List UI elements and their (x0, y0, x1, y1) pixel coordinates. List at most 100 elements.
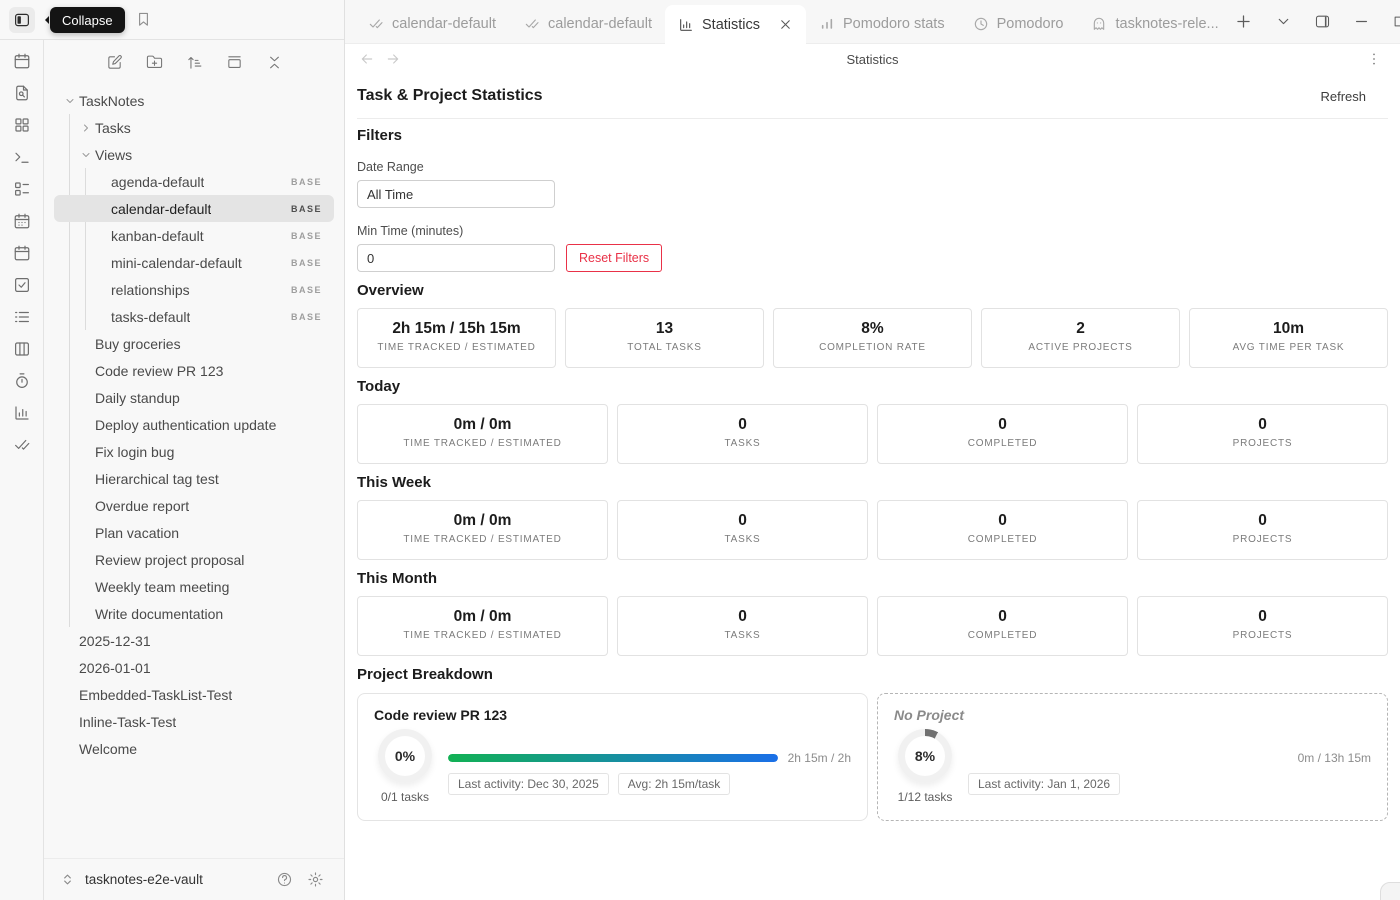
stat-label: TIME TRACKED / ESTIMATED (403, 534, 562, 545)
ribbon-terminal-button[interactable] (0, 141, 44, 173)
ribbon-check-square-button[interactable] (0, 269, 44, 301)
folder-item[interactable]: Tasks (54, 114, 334, 141)
file-item[interactable]: Hierarchical tag test (54, 465, 334, 492)
section-heading: This Month (357, 570, 437, 587)
sort-asc-icon (186, 54, 203, 71)
vault-switcher[interactable]: tasknotes-e2e-vault (44, 858, 344, 900)
more-options-button[interactable] (1366, 51, 1382, 67)
check-square-icon (13, 276, 31, 294)
stat-card: 0 COMPLETED (877, 404, 1128, 464)
stat-card: 10m AVG TIME PER TASK (1189, 308, 1388, 368)
file-item[interactable]: Review project proposal (54, 546, 334, 573)
collapse-tooltip: Collapse (45, 7, 125, 33)
folder-item[interactable]: TaskNotes (54, 87, 334, 114)
toggle-left-sidebar-button[interactable] (9, 7, 35, 33)
stat-label: TASKS (724, 534, 761, 545)
file-item[interactable]: Embedded-TaskList-Test (54, 681, 334, 708)
check-check-icon (524, 16, 540, 32)
file-item[interactable]: Inline-Task-Test (54, 708, 334, 735)
section-heading: Today (357, 378, 401, 395)
folder-item[interactable]: Views (54, 141, 334, 168)
tab-actions (1234, 0, 1400, 43)
file-item[interactable]: 2025-12-31 (54, 627, 334, 654)
timer-icon (13, 372, 31, 390)
stat-label: TASKS (724, 630, 761, 641)
file-item[interactable]: relationships BASE (54, 276, 334, 303)
help-icon[interactable] (276, 871, 293, 888)
reset-filters-button[interactable]: Reset Filters (566, 244, 663, 272)
project-name: Code review PR 123 (374, 707, 508, 723)
min-time-label: Min Time (minutes) (357, 224, 464, 238)
file-item[interactable]: Fix login bug (54, 438, 334, 465)
item-label: agenda-default (111, 173, 205, 190)
ribbon-chart-column-button[interactable] (0, 397, 44, 429)
date-range-select[interactable]: All Time (357, 180, 555, 208)
file-item[interactable]: Welcome (54, 735, 334, 762)
tooltip-label: Collapse (62, 12, 113, 28)
file-item[interactable]: mini-calendar-default BASE (54, 249, 334, 276)
project-breakdown-heading: Project Breakdown (357, 666, 493, 683)
explorer-square-pen-button[interactable] (102, 50, 126, 74)
ribbon-calendar-button[interactable] (0, 45, 44, 77)
explorer-chevrons-collapse-button[interactable] (262, 50, 286, 74)
view-header: Statistics (345, 44, 1400, 74)
window-maximize-button[interactable] (1392, 14, 1400, 29)
file-item[interactable]: tasks-default BASE (54, 303, 334, 330)
explorer-sort-asc-button[interactable] (182, 50, 206, 74)
base-badge: BASE (290, 230, 322, 241)
stat-value: 0m / 0m (453, 416, 512, 433)
settings-gear-icon[interactable] (307, 871, 324, 888)
project-name: No Project (894, 707, 965, 723)
ribbon-calendar-button[interactable] (0, 237, 44, 269)
toggle-right-sidebar-button[interactable] (1314, 13, 1331, 30)
file-item[interactable]: Plan vacation (54, 519, 334, 546)
tab-pomodoro-stats[interactable]: Pomodoro stats (806, 5, 958, 43)
item-label: Embedded-TaskList-Test (79, 686, 233, 703)
tab-calendar-default[interactable]: calendar-default (355, 5, 509, 43)
tab-tasknotes-rele-[interactable]: tasknotes-rele... (1078, 5, 1231, 43)
file-item[interactable]: Deploy authentication update (54, 411, 334, 438)
file-item[interactable]: 2026-01-01 (54, 654, 334, 681)
ribbon-layout-list-button[interactable] (0, 173, 44, 205)
tab-label: tasknotes-rele... (1115, 16, 1219, 32)
file-item[interactable]: Daily standup (54, 384, 334, 411)
ribbon-calendar-dots-button[interactable] (0, 205, 44, 237)
file-item[interactable]: Weekly team meeting (54, 573, 334, 600)
tab-calendar-default[interactable]: calendar-default (511, 5, 665, 43)
ribbon-timer-button[interactable] (0, 365, 44, 397)
ribbon-check-check-button[interactable] (0, 429, 44, 461)
tab-list-button[interactable] (1275, 13, 1292, 30)
tab-pomodoro[interactable]: Pomodoro (960, 5, 1077, 43)
new-tab-button[interactable] (1234, 12, 1253, 31)
min-time-input[interactable] (357, 244, 555, 272)
close-tab-button[interactable] (778, 17, 793, 32)
ribbon-layout-grid-button[interactable] (0, 109, 44, 141)
history-back-button[interactable] (359, 51, 375, 67)
calendar-dots-icon (13, 212, 31, 230)
progress-ring: 0% (378, 729, 432, 783)
bookmark-icon[interactable] (135, 11, 152, 28)
ribbon-file-search-button[interactable] (0, 77, 44, 109)
chevrons-up-down-icon (60, 872, 75, 887)
file-item[interactable]: Overdue report (54, 492, 334, 519)
explorer-folder-plus-button[interactable] (142, 50, 166, 74)
ribbon-list-button[interactable] (0, 301, 44, 333)
stat-value: 0 (1258, 512, 1267, 529)
refresh-button[interactable]: Refresh (1320, 88, 1366, 104)
item-label: Fix login bug (95, 443, 175, 460)
file-item[interactable]: Code review PR 123 (54, 357, 334, 384)
file-item[interactable]: kanban-default BASE (54, 222, 334, 249)
file-item[interactable]: Write documentation (54, 600, 334, 627)
file-item[interactable]: agenda-default BASE (54, 168, 334, 195)
file-item[interactable]: Buy groceries (54, 330, 334, 357)
tab-label: calendar-default (392, 16, 496, 32)
stat-card: 0m / 0m TIME TRACKED / ESTIMATED (357, 500, 608, 560)
explorer-gallery-button[interactable] (222, 50, 246, 74)
history-forward-button[interactable] (385, 51, 401, 67)
window-minimize-button[interactable] (1353, 13, 1370, 30)
project-chip: Last activity: Dec 30, 2025 (448, 773, 609, 795)
tab-statistics[interactable]: Statistics (665, 5, 807, 44)
ribbon-columns-button[interactable] (0, 333, 44, 365)
item-label: Inline-Task-Test (79, 713, 177, 730)
file-item[interactable]: calendar-default BASE (54, 195, 334, 222)
